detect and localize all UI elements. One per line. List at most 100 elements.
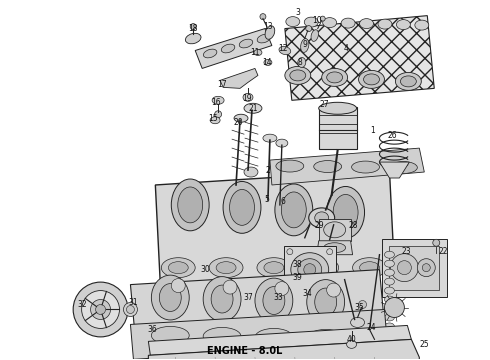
Text: 8: 8 — [297, 58, 302, 67]
Text: 37: 37 — [243, 293, 253, 302]
Ellipse shape — [91, 300, 111, 319]
Ellipse shape — [395, 72, 421, 90]
Ellipse shape — [290, 70, 306, 81]
Ellipse shape — [286, 17, 300, 27]
Ellipse shape — [385, 287, 394, 294]
Text: 27: 27 — [320, 100, 329, 109]
Ellipse shape — [257, 258, 291, 278]
Text: 4: 4 — [343, 44, 348, 53]
Ellipse shape — [400, 76, 416, 87]
Text: 5: 5 — [265, 195, 270, 204]
Ellipse shape — [323, 18, 337, 28]
Ellipse shape — [378, 19, 392, 29]
Text: 13: 13 — [263, 22, 273, 31]
Ellipse shape — [371, 338, 384, 346]
Ellipse shape — [265, 26, 275, 39]
Ellipse shape — [327, 72, 343, 83]
Text: 16: 16 — [211, 98, 221, 107]
Ellipse shape — [327, 285, 333, 291]
Ellipse shape — [209, 258, 243, 278]
Ellipse shape — [264, 262, 284, 274]
Text: 39: 39 — [292, 273, 302, 282]
Polygon shape — [220, 68, 258, 88]
Ellipse shape — [415, 20, 429, 30]
Ellipse shape — [390, 162, 417, 174]
Ellipse shape — [360, 262, 379, 274]
Bar — [318, 107, 357, 149]
Polygon shape — [130, 270, 385, 339]
Ellipse shape — [185, 33, 201, 44]
Ellipse shape — [385, 314, 394, 321]
Text: 38: 38 — [292, 260, 302, 269]
Text: 36: 36 — [147, 325, 157, 334]
Ellipse shape — [275, 184, 313, 236]
Text: 32: 32 — [78, 300, 87, 309]
Ellipse shape — [281, 192, 306, 228]
Text: 12: 12 — [278, 44, 288, 53]
Ellipse shape — [244, 167, 258, 177]
Ellipse shape — [433, 239, 440, 246]
Ellipse shape — [298, 259, 322, 280]
Text: 25: 25 — [419, 340, 429, 349]
Ellipse shape — [229, 189, 254, 225]
Text: 17: 17 — [217, 80, 227, 89]
Ellipse shape — [360, 19, 373, 28]
Ellipse shape — [385, 269, 394, 276]
Text: 20: 20 — [233, 118, 243, 127]
Ellipse shape — [234, 114, 248, 122]
Ellipse shape — [385, 305, 394, 312]
Ellipse shape — [320, 16, 325, 21]
Text: 34: 34 — [303, 289, 313, 298]
Ellipse shape — [298, 58, 306, 67]
Text: 35: 35 — [355, 303, 365, 312]
Ellipse shape — [178, 187, 203, 223]
Polygon shape — [148, 339, 419, 360]
Ellipse shape — [314, 161, 342, 172]
Ellipse shape — [385, 260, 394, 267]
Polygon shape — [148, 325, 412, 355]
Ellipse shape — [172, 179, 209, 231]
Ellipse shape — [385, 323, 394, 330]
Polygon shape — [195, 28, 272, 68]
Ellipse shape — [244, 103, 262, 113]
Ellipse shape — [350, 318, 365, 328]
Ellipse shape — [359, 301, 367, 309]
Ellipse shape — [305, 258, 339, 278]
Ellipse shape — [190, 24, 196, 30]
Ellipse shape — [385, 296, 394, 303]
Ellipse shape — [318, 102, 357, 114]
Text: ENGINE - 8.0L: ENGINE - 8.0L — [207, 346, 283, 356]
Polygon shape — [270, 148, 424, 185]
Ellipse shape — [159, 284, 181, 311]
Text: 24: 24 — [367, 323, 376, 332]
Ellipse shape — [257, 34, 270, 43]
Bar — [390, 246, 439, 289]
Ellipse shape — [422, 264, 430, 272]
Ellipse shape — [291, 253, 329, 287]
Ellipse shape — [254, 50, 262, 55]
Text: 10: 10 — [312, 16, 321, 25]
Ellipse shape — [172, 279, 185, 293]
Text: 1: 1 — [370, 126, 375, 135]
Text: 31: 31 — [128, 298, 138, 307]
Text: 30: 30 — [200, 265, 210, 274]
Text: 6: 6 — [280, 197, 285, 206]
Ellipse shape — [352, 161, 379, 173]
Ellipse shape — [364, 74, 379, 85]
Ellipse shape — [255, 328, 293, 346]
Ellipse shape — [396, 20, 410, 30]
Ellipse shape — [275, 282, 289, 296]
Text: 29: 29 — [315, 221, 324, 230]
Ellipse shape — [73, 282, 128, 337]
Ellipse shape — [391, 254, 418, 282]
Ellipse shape — [203, 49, 217, 58]
Ellipse shape — [304, 264, 316, 276]
Polygon shape — [379, 162, 409, 178]
Text: 11: 11 — [250, 48, 260, 57]
Bar — [382, 239, 447, 297]
Ellipse shape — [161, 258, 195, 278]
Ellipse shape — [96, 305, 105, 315]
Ellipse shape — [385, 278, 394, 285]
Polygon shape — [155, 170, 394, 285]
Text: 23: 23 — [402, 247, 411, 256]
